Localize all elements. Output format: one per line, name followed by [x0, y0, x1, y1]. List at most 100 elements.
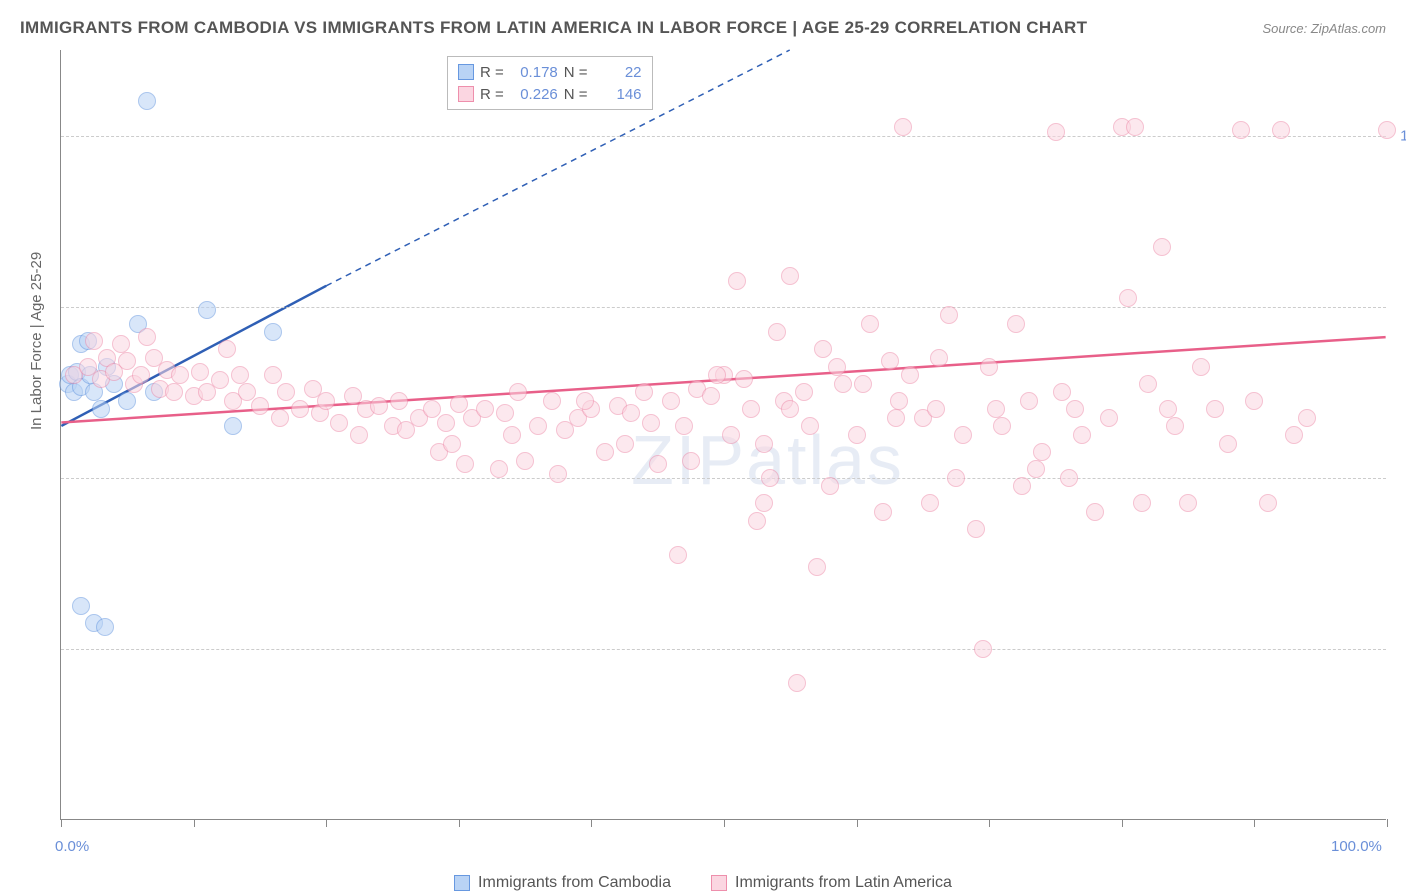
- legend-r-label: R =: [478, 64, 506, 81]
- data-point: [576, 392, 594, 410]
- data-point: [198, 301, 216, 319]
- x-tick: [326, 819, 327, 827]
- data-point: [1298, 409, 1316, 427]
- legend-n-value: 22: [594, 64, 642, 81]
- data-point: [1020, 392, 1038, 410]
- data-point: [662, 392, 680, 410]
- data-point: [1100, 409, 1118, 427]
- legend-n-label: N =: [562, 64, 590, 81]
- data-point: [1047, 123, 1065, 141]
- data-point: [72, 597, 90, 615]
- data-point: [642, 414, 660, 432]
- legend-r-label: R =: [478, 86, 506, 103]
- data-point: [967, 520, 985, 538]
- data-point: [722, 426, 740, 444]
- data-point: [1073, 426, 1091, 444]
- data-point: [814, 340, 832, 358]
- gridline: [61, 478, 1386, 479]
- data-point: [755, 494, 773, 512]
- y-tick-label: 90.0%: [1391, 298, 1406, 315]
- gridline: [61, 307, 1386, 308]
- data-point: [443, 435, 461, 453]
- data-point: [543, 392, 561, 410]
- data-point: [496, 404, 514, 422]
- data-point: [529, 417, 547, 435]
- data-point: [1033, 443, 1051, 461]
- data-point: [118, 392, 136, 410]
- data-point: [490, 460, 508, 478]
- data-point: [224, 417, 242, 435]
- x-tick: [1254, 819, 1255, 827]
- data-point: [894, 118, 912, 136]
- data-point: [1272, 121, 1290, 139]
- data-point: [138, 92, 156, 110]
- legend-n-value: 146: [594, 86, 642, 103]
- legend-row: R =0.178N =22: [458, 61, 642, 83]
- data-point: [728, 272, 746, 290]
- data-point: [890, 392, 908, 410]
- data-point: [509, 383, 527, 401]
- source-label: Source: ZipAtlas.com: [1262, 21, 1386, 36]
- data-point: [277, 383, 295, 401]
- data-point: [742, 400, 760, 418]
- data-point: [516, 452, 534, 470]
- data-point: [848, 426, 866, 444]
- data-point: [708, 366, 726, 384]
- data-point: [456, 455, 474, 473]
- plot-area: ZIPatlas 70.0%80.0%90.0%100.0%: [60, 50, 1386, 820]
- data-point: [735, 370, 753, 388]
- data-point: [861, 315, 879, 333]
- data-point: [1139, 375, 1157, 393]
- data-point: [112, 335, 130, 353]
- x-tick: [989, 819, 990, 827]
- legend-series-label: Immigrants from Latin America: [735, 874, 952, 892]
- y-tick-label: 80.0%: [1391, 469, 1406, 486]
- data-point: [616, 435, 634, 453]
- data-point: [993, 417, 1011, 435]
- data-point: [218, 340, 236, 358]
- data-point: [980, 358, 998, 376]
- data-point: [874, 503, 892, 521]
- x-tick: [1387, 819, 1388, 827]
- data-point: [622, 404, 640, 422]
- data-point: [947, 469, 965, 487]
- data-point: [264, 323, 282, 341]
- data-point: [1259, 494, 1277, 512]
- data-point: [1232, 121, 1250, 139]
- data-point: [1192, 358, 1210, 376]
- data-point: [549, 465, 567, 483]
- data-point: [264, 366, 282, 384]
- data-point: [503, 426, 521, 444]
- data-point: [1206, 400, 1224, 418]
- data-point: [930, 349, 948, 367]
- legend-row: R =0.226N =146: [458, 83, 642, 105]
- data-point: [171, 366, 189, 384]
- data-point: [1219, 435, 1237, 453]
- data-point: [828, 358, 846, 376]
- data-point: [974, 640, 992, 658]
- data-point: [1153, 238, 1171, 256]
- data-point: [854, 375, 872, 393]
- data-point: [92, 400, 110, 418]
- x-tick-label: 100.0%: [1331, 838, 1382, 855]
- data-point: [675, 417, 693, 435]
- data-point: [788, 674, 806, 692]
- data-point: [927, 400, 945, 418]
- y-tick-label: 70.0%: [1391, 640, 1406, 657]
- data-point: [768, 323, 786, 341]
- bottom-legend-item: Immigrants from Cambodia: [454, 874, 671, 892]
- data-point: [795, 383, 813, 401]
- data-point: [1066, 400, 1084, 418]
- data-point: [1053, 383, 1071, 401]
- legend-swatch: [458, 64, 474, 80]
- x-tick: [459, 819, 460, 827]
- chart-title: IMMIGRANTS FROM CAMBODIA VS IMMIGRANTS F…: [20, 18, 1087, 38]
- data-point: [649, 455, 667, 473]
- data-point: [669, 546, 687, 564]
- data-point: [251, 397, 269, 415]
- y-axis-title: In Labor Force | Age 25-29: [28, 252, 45, 430]
- data-point: [211, 371, 229, 389]
- data-point: [1159, 400, 1177, 418]
- data-point: [702, 387, 720, 405]
- x-tick-label: 0.0%: [55, 838, 89, 855]
